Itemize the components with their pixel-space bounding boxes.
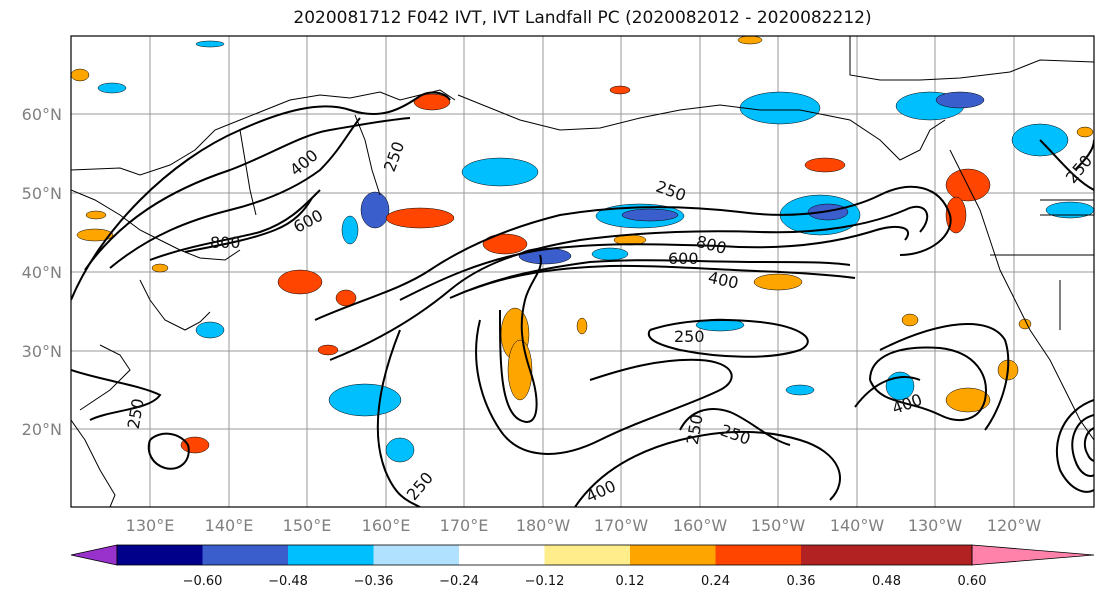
coastlines <box>71 36 1094 507</box>
lon-label: 160°E <box>362 516 411 535</box>
longitude-labels: 130°E 140°E 150°E 160°E 170°E 180°W 170°… <box>126 516 1042 535</box>
lon-label: 140°E <box>205 516 254 535</box>
colorbar-tick-label: −0.12 <box>525 574 565 589</box>
lat-label: 50°N <box>22 184 62 203</box>
colorbar: −0.60 −0.48 −0.36 −0.24 −0.12 0.12 0.24 … <box>70 544 1095 589</box>
contour-label: 800 <box>210 233 241 252</box>
colorbar-low-arrow <box>70 544 118 566</box>
colorbar-segment <box>544 545 630 565</box>
colorbar-segment <box>801 545 887 565</box>
lon-label: 130°E <box>126 516 175 535</box>
colorbar-tick-label: 0.60 <box>958 574 987 589</box>
colorbar-tick-label: 0.24 <box>701 574 730 589</box>
lon-label: 150°W <box>751 516 806 535</box>
map-title: 2020081712 F042 IVT, IVT Landfall PC (20… <box>293 8 872 28</box>
colorbar-segment <box>117 545 203 565</box>
colorbar-tick-label: −0.48 <box>268 574 308 589</box>
colorbar-tick-label: −0.24 <box>439 574 479 589</box>
lon-label: 180°W <box>516 516 571 535</box>
lat-label: 60°N <box>22 105 62 124</box>
contour-label: 250 <box>674 327 705 346</box>
contour-label: 600 <box>668 249 699 268</box>
lon-label: 150°E <box>283 516 332 535</box>
lon-label: 140°W <box>830 516 885 535</box>
colorbar-tick-label: 0.36 <box>787 574 816 589</box>
colorbar-border <box>116 544 973 566</box>
lon-label: 160°W <box>673 516 728 535</box>
lon-label: 130°W <box>908 516 963 535</box>
colorbar-segment <box>202 545 288 565</box>
lat-label: 30°N <box>22 342 62 361</box>
lon-label: 120°W <box>987 516 1042 535</box>
lat-label: 20°N <box>22 420 62 439</box>
lon-label: 170°E <box>440 516 489 535</box>
colorbar-tick-label: −0.36 <box>354 574 394 589</box>
colorbar-segment <box>630 545 716 565</box>
colorbar-segment <box>459 545 545 565</box>
ivt-shading <box>71 36 1094 463</box>
ivt-contours <box>71 91 1094 507</box>
colorbar-tick-label: 0.48 <box>872 574 901 589</box>
colorbar-tick-label: −0.60 <box>183 574 223 589</box>
colorbar-segment <box>288 545 374 565</box>
lat-label: 40°N <box>22 263 62 282</box>
map-border <box>70 35 1095 508</box>
colorbar-high-arrow <box>971 544 1095 566</box>
lon-label: 170°W <box>594 516 649 535</box>
colorbar-segment <box>373 545 459 565</box>
colorbar-segment <box>886 545 972 565</box>
latitude-labels: 60°N 50°N 40°N 30°N 20°N <box>22 105 62 439</box>
colorbar-segment <box>715 545 801 565</box>
colorbar-tick-label: 0.12 <box>616 574 645 589</box>
